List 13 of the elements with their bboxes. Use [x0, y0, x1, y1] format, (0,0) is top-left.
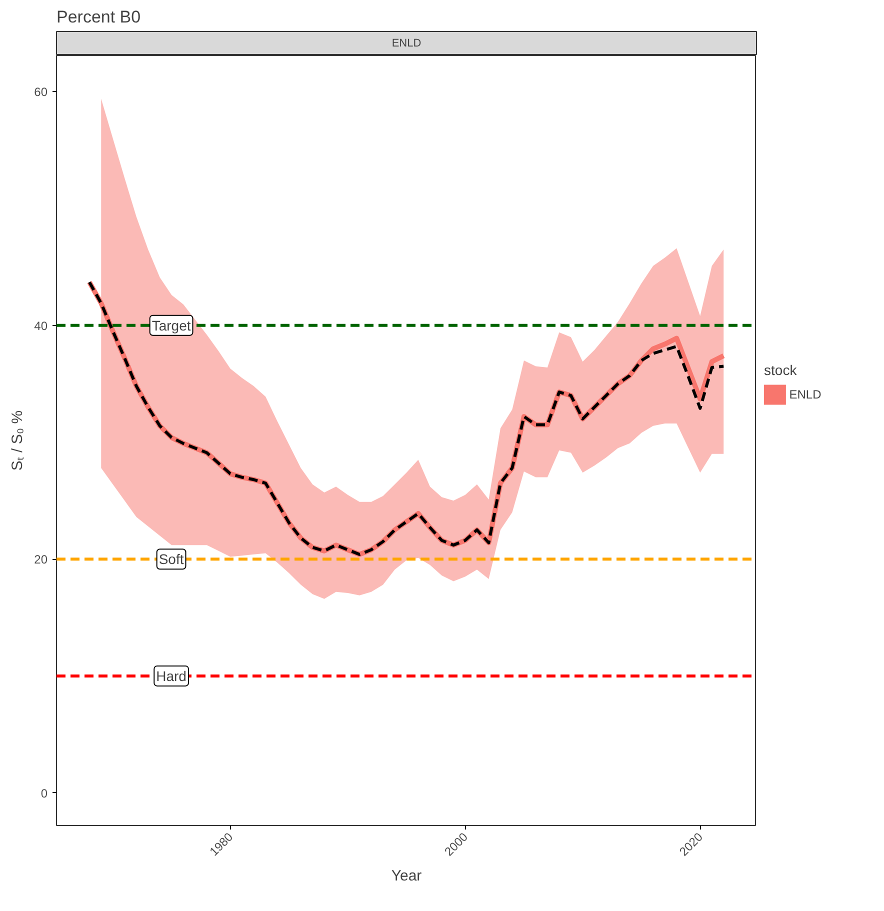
y-tick-label: 60	[34, 85, 48, 100]
ref-line-label: Target	[152, 317, 191, 334]
y-tick-label: 0	[40, 786, 48, 800]
y-axis-title: Sₜ / S₀ %	[9, 410, 26, 471]
y-tick-label: 40	[34, 318, 48, 333]
ref-line-label: Hard	[156, 668, 186, 684]
legend-title: stock	[764, 362, 798, 378]
x-axis-title: Year	[391, 868, 422, 885]
chart-subtitle: ENLD	[392, 38, 422, 50]
y-tick-label: 20	[34, 552, 48, 567]
ref-line-label: Soft	[158, 551, 184, 568]
chart-title: Percent B0	[56, 8, 141, 26]
legend-label: ENLD	[789, 388, 822, 402]
